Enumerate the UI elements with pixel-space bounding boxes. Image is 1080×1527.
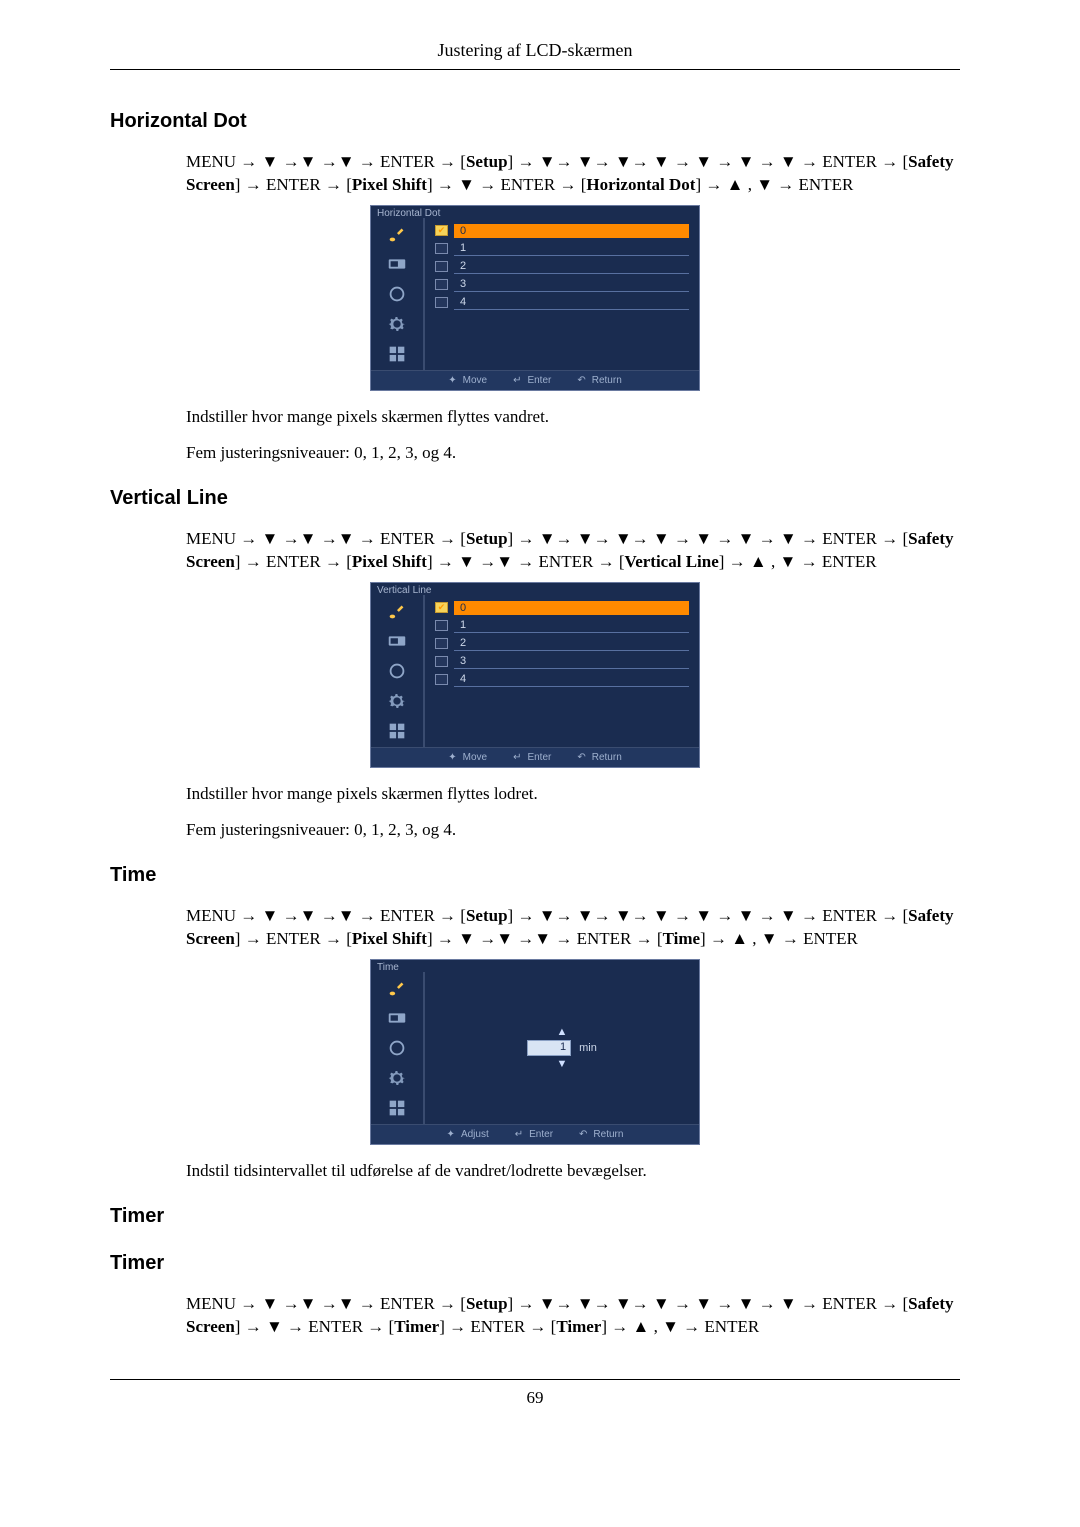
heading-vertical-line: Vertical Line [110, 487, 960, 510]
heading-timer-1: Timer [110, 1205, 960, 1228]
osd-option-1[interactable]: 1 [435, 242, 689, 256]
move-icon: ✦ [448, 375, 456, 386]
paragraph: Indstiller hvor mange pixels skærmen fly… [186, 407, 960, 427]
osd-option-3[interactable]: 3 [435, 655, 689, 669]
osd-icon-column [371, 972, 423, 1124]
footer-move-label: Move [463, 752, 487, 763]
footer-adjust-label: Adjust [461, 1129, 489, 1140]
osd-option-4[interactable]: 4 [435, 296, 689, 310]
page-number: 69 [110, 1379, 960, 1408]
footer-return-label: Return [592, 752, 622, 763]
grid-icon [385, 342, 409, 366]
paragraph: Fem justeringsniveauer: 0, 1, 2, 3, og 4… [186, 443, 960, 463]
input-icon [385, 252, 409, 276]
osd-option-label: 3 [454, 655, 689, 669]
osd-option-2[interactable]: 2 [435, 260, 689, 274]
osd-option-label: 4 [454, 296, 689, 310]
osd-icon-column [371, 218, 423, 370]
footer-enter-label: Enter [529, 1129, 553, 1140]
check-icon [435, 279, 448, 290]
osd-panel-horizontal-dot: Horizontal Dot ✔ 0 1 2 [370, 205, 700, 391]
input-icon [385, 1006, 409, 1030]
circle-icon [385, 282, 409, 306]
osd-options: ✔ 0 1 2 3 4 [423, 218, 699, 370]
input-icon [385, 629, 409, 653]
time-value[interactable]: 1 [527, 1040, 571, 1056]
up-arrow-icon[interactable]: ▲ [557, 1026, 568, 1038]
osd-options: ✔ 0 1 2 3 4 [423, 595, 699, 747]
return-icon: ↶ [577, 375, 585, 386]
circle-icon [385, 659, 409, 683]
osd-option-1[interactable]: 1 [435, 619, 689, 633]
osd-footer: ✦ Move ↵ Enter ↶ Return [371, 747, 699, 767]
osd-option-label: 0 [454, 224, 689, 238]
check-icon [435, 620, 448, 631]
check-icon [435, 638, 448, 649]
nav-path-time: MENU → ▼ →▼ →▼ → ENTER → [Setup] → ▼→ ▼→… [186, 905, 960, 951]
circle-icon [385, 1036, 409, 1060]
footer-enter-label: Enter [527, 752, 551, 763]
gear-icon [385, 1066, 409, 1090]
heading-timer-2: Timer [110, 1252, 960, 1275]
time-unit: min [579, 1042, 597, 1054]
osd-option-2[interactable]: 2 [435, 637, 689, 651]
osd-title: Time [371, 960, 699, 972]
osd-option-4[interactable]: 4 [435, 673, 689, 687]
osd-option-3[interactable]: 3 [435, 278, 689, 292]
osd-time-spinner: ▲ 1 min ▼ [423, 972, 699, 1124]
footer-return-label: Return [592, 375, 622, 386]
osd-title: Horizontal Dot [371, 206, 699, 218]
heading-time: Time [110, 864, 960, 887]
osd-option-label: 1 [454, 619, 689, 633]
running-header: Justering af LCD-skærmen [110, 40, 960, 70]
enter-icon: ↵ [513, 375, 521, 386]
check-icon [435, 656, 448, 667]
gear-icon [385, 689, 409, 713]
check-icon: ✔ [435, 225, 448, 236]
paragraph: Fem justeringsniveauer: 0, 1, 2, 3, og 4… [186, 820, 960, 840]
nav-path-horizontal-dot: MENU → ▼ →▼ →▼ → ENTER → [Setup] → ▼→ ▼→… [186, 151, 960, 197]
footer-return-label: Return [593, 1129, 623, 1140]
move-icon: ✦ [448, 752, 456, 763]
osd-option-label: 2 [454, 637, 689, 651]
brush-icon [385, 976, 409, 1000]
check-icon [435, 261, 448, 272]
grid-icon [385, 719, 409, 743]
osd-panel-time: Time ▲ 1 min ▼ ✦ Adjust ↵ Enter ↶ Return [370, 959, 700, 1145]
return-icon: ↶ [577, 752, 585, 763]
paragraph: Indstiller hvor mange pixels skærmen fly… [186, 784, 960, 804]
check-icon: ✔ [435, 602, 448, 613]
check-icon [435, 243, 448, 254]
osd-option-0[interactable]: ✔ 0 [435, 224, 689, 238]
osd-footer: ✦ Adjust ↵ Enter ↶ Return [371, 1124, 699, 1144]
osd-panel-vertical-line: Vertical Line ✔ 0 1 2 [370, 582, 700, 768]
osd-option-label: 0 [454, 601, 689, 615]
footer-move-label: Move [463, 375, 487, 386]
nav-path-vertical-line: MENU → ▼ →▼ →▼ → ENTER → [Setup] → ▼→ ▼→… [186, 528, 960, 574]
footer-enter-label: Enter [527, 375, 551, 386]
heading-horizontal-dot: Horizontal Dot [110, 110, 960, 133]
osd-option-0[interactable]: ✔ 0 [435, 601, 689, 615]
osd-option-label: 3 [454, 278, 689, 292]
adjust-icon: ✦ [447, 1129, 455, 1140]
check-icon [435, 674, 448, 685]
brush-icon [385, 599, 409, 623]
osd-option-label: 4 [454, 673, 689, 687]
osd-option-label: 2 [454, 260, 689, 274]
return-icon: ↶ [579, 1129, 587, 1140]
brush-icon [385, 222, 409, 246]
check-icon [435, 297, 448, 308]
paragraph: Indstil tidsintervallet til udførelse af… [186, 1161, 960, 1181]
gear-icon [385, 312, 409, 336]
osd-title: Vertical Line [371, 583, 699, 595]
nav-path-timer: MENU → ▼ →▼ →▼ → ENTER → [Setup] → ▼→ ▼→… [186, 1293, 960, 1339]
osd-footer: ✦ Move ↵ Enter ↶ Return [371, 370, 699, 390]
grid-icon [385, 1096, 409, 1120]
down-arrow-icon[interactable]: ▼ [557, 1058, 568, 1070]
osd-option-label: 1 [454, 242, 689, 256]
enter-icon: ↵ [513, 752, 521, 763]
osd-icon-column [371, 595, 423, 747]
enter-icon: ↵ [515, 1129, 523, 1140]
